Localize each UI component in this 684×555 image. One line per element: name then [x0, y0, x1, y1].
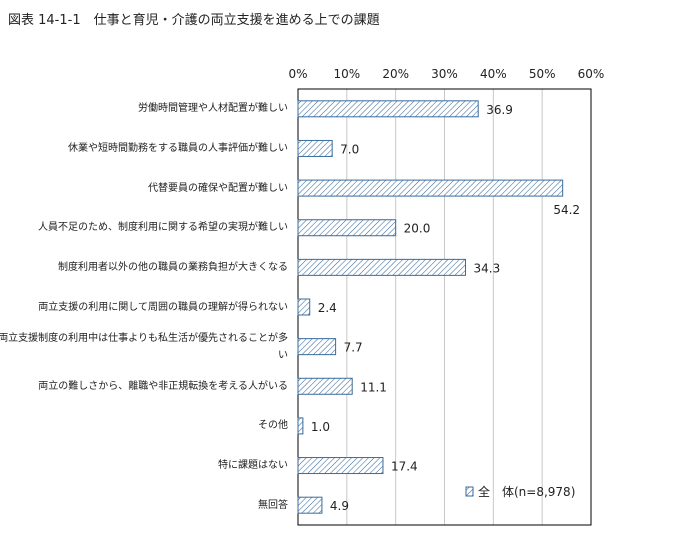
value-label: 4.9 [330, 499, 349, 513]
category-label: 無回答 [258, 499, 288, 511]
bar [297, 139, 333, 157]
bar [297, 417, 304, 435]
bar [297, 377, 353, 395]
bar [297, 496, 323, 514]
category-label: 特に課題はない [218, 460, 288, 472]
x-tick-label: 10% [333, 67, 360, 81]
legend-label: 全 体(n=8,978) [478, 484, 575, 499]
bar [297, 258, 466, 276]
category-label: 休業や短時間勤務をする職員の人事評価が難しい [68, 142, 288, 154]
x-tick-label: 20% [382, 67, 409, 81]
value-label: 2.4 [318, 301, 337, 315]
bar [297, 219, 397, 237]
category-label: 人員不足のため、制度利用に関する希望の実現が難しい [38, 222, 288, 234]
category-label: 両立支援制度の利用中は仕事よりも私生活が優先されることが多い [0, 332, 288, 361]
value-label: 7.0 [340, 142, 359, 156]
value-label: 11.1 [360, 380, 387, 394]
bar [297, 457, 384, 475]
x-tick-label: 50% [529, 67, 556, 81]
value-label: 54.2 [553, 203, 580, 217]
x-tick-label: 30% [431, 67, 458, 81]
category-label: 代替要員の確保や配置が難しい [148, 182, 288, 194]
category-label: 労働時間管理や人材配置が難しい [138, 103, 288, 115]
value-label: 7.7 [344, 341, 363, 355]
value-label: 17.4 [391, 460, 418, 474]
category-label: その他 [258, 420, 288, 432]
category-label: 両立の難しさから、離職や非正規転換を考える人がいる [38, 380, 288, 392]
category-label: 両立支援の利用に関して周囲の職員の理解が得られない [38, 301, 288, 313]
bar [297, 298, 311, 316]
value-label: 20.0 [404, 222, 431, 236]
bar [297, 100, 479, 118]
x-tick-label: 40% [480, 67, 507, 81]
value-label: 1.0 [311, 420, 330, 434]
category-label: 制度利用者以外の他の職員の業務負担が大きくなる [58, 261, 288, 273]
chart-title: 図表 14-1-1 仕事と育児・介護の両立支援を進める上での課題 [8, 13, 380, 28]
bar [297, 179, 564, 197]
bar [297, 338, 337, 356]
x-tick-label: 60% [578, 67, 605, 81]
legend-swatch [465, 486, 474, 497]
value-label: 34.3 [473, 261, 500, 275]
value-label: 36.9 [486, 103, 513, 117]
x-tick-label: 0% [288, 67, 307, 81]
